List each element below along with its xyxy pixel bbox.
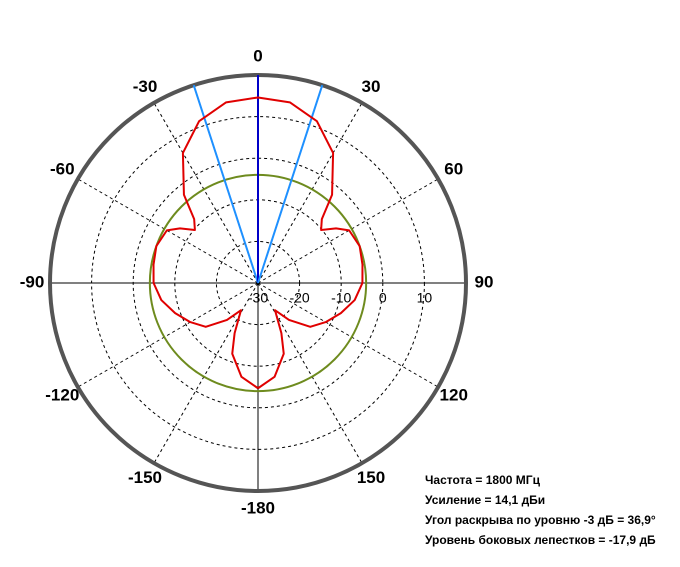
theta-tick-label: -120 <box>45 385 79 404</box>
r-tick-label: 10 <box>417 290 433 306</box>
theta-tick-label: 0 <box>253 46 262 65</box>
theta-tick-label: 90 <box>475 272 494 291</box>
theta-tick-label: -60 <box>50 159 75 178</box>
r-tick-label: -20 <box>289 290 309 306</box>
annotation: Уровень боковых лепестков = -17,9 дБ <box>425 533 656 547</box>
pattern-line <box>152 96 364 390</box>
theta-tick-label: -180 <box>241 498 275 517</box>
r-tick-label: -10 <box>331 290 351 306</box>
theta-tick-label: 30 <box>362 77 381 96</box>
annotation: Частота = 1800 МГц <box>425 473 541 487</box>
theta-tick-label: -150 <box>128 468 162 487</box>
grid-spoke <box>257 102 363 284</box>
r-tick-label: -30 <box>248 290 268 306</box>
grid-spoke <box>257 282 439 388</box>
theta-tick-label: -30 <box>133 77 158 96</box>
r-tick-label: 0 <box>379 290 387 306</box>
theta-tick-label: -90 <box>20 272 45 291</box>
theta-tick-label: 60 <box>444 159 463 178</box>
annotation: Усиление = 14,1 дБи <box>425 493 545 507</box>
grid-spoke <box>257 282 363 464</box>
beam-line <box>257 84 324 284</box>
grid-spoke <box>153 102 259 284</box>
theta-tick-label: 120 <box>440 385 468 404</box>
grid-spoke <box>153 282 259 464</box>
annotation: Угол раскрыва по уровню -3 дБ = 36,9° <box>425 513 656 527</box>
theta-tick-label: 150 <box>357 468 385 487</box>
beam-line <box>192 84 259 284</box>
grid-spoke <box>77 282 259 388</box>
